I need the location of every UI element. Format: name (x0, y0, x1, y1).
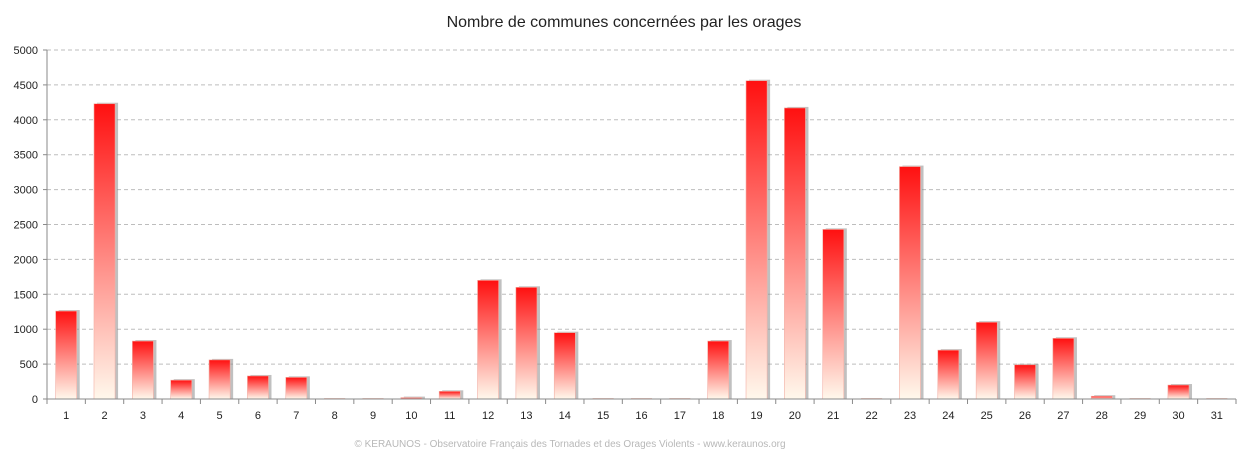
y-tick-label: 5000 (14, 45, 38, 57)
bar-fill (553, 332, 576, 400)
x-tick-label: 2 (101, 410, 107, 422)
bar-fill (1014, 364, 1036, 400)
bar (170, 379, 195, 400)
y-tick-label: 2000 (14, 254, 38, 266)
bar (93, 102, 119, 400)
bar-fill (975, 321, 998, 400)
x-tick-label: 5 (217, 410, 223, 422)
x-tick-label: 22 (866, 410, 878, 422)
y-tick-label: 3500 (14, 150, 38, 162)
bar (247, 374, 272, 400)
y-tick-labels: 0 500 1000 1500 2000 2500 3000 3500 4000 4500 5000 (14, 45, 38, 406)
bar (745, 79, 771, 400)
bar-fill (285, 377, 308, 400)
x-tick-label: 14 (559, 410, 571, 422)
bar (515, 286, 540, 400)
bar-fill (707, 340, 730, 400)
bar-fill (937, 349, 960, 400)
x-tick-label: 29 (1134, 410, 1146, 422)
bar-fill (170, 379, 193, 400)
x-tick-label: 30 (1172, 410, 1184, 422)
bar (553, 331, 579, 400)
bar (132, 340, 157, 400)
x-tick-labels: 1 2 3 4 5 6 7 8 9 10 11 12 13 14 15 16 17 18 19 20 21 22 23 24 2… (63, 410, 1223, 422)
x-tick-label: 17 (674, 410, 686, 422)
bar (975, 321, 1001, 400)
y-tick-label: 3000 (14, 185, 38, 197)
bar-fill (1167, 384, 1190, 400)
bar (822, 228, 847, 400)
x-tick-label: 25 (981, 410, 993, 422)
y-tick-label: 4500 (14, 80, 38, 92)
bar (208, 358, 234, 400)
x-tick-label: 3 (140, 410, 146, 422)
y-tick-label: 1000 (14, 324, 38, 336)
x-tick-label: 15 (597, 410, 609, 422)
bar (1167, 384, 1193, 400)
x-tick-label: 20 (789, 410, 801, 422)
bar-fill (822, 229, 845, 400)
x-tick-label: 24 (942, 410, 954, 422)
bar (285, 376, 310, 400)
bar-fill (1052, 337, 1075, 400)
x-tick-label: 7 (293, 410, 299, 422)
x-tick-label: 9 (370, 410, 376, 422)
bar-fill (438, 391, 461, 400)
bar (937, 349, 962, 400)
x-tick-label: 26 (1019, 410, 1031, 422)
bar (1052, 337, 1077, 400)
y-tick-label: 0 (32, 394, 38, 406)
bar (899, 165, 924, 400)
bar-fill (477, 280, 499, 400)
bar-fill (55, 310, 78, 400)
bar-fill (745, 80, 768, 400)
x-tick-label: 21 (827, 410, 839, 422)
bar (477, 279, 502, 400)
x-tick-label: 1 (63, 410, 69, 422)
y-tick-label: 4000 (14, 115, 38, 127)
grid-lines (47, 49, 1236, 365)
copyright-footer: © KERAUNOS - Observatoire Français des T… (354, 439, 785, 450)
bar (707, 340, 732, 400)
bar-fill (93, 103, 116, 400)
bar-fill (899, 166, 921, 400)
bar-fill (784, 107, 806, 400)
bar-fill (208, 359, 231, 400)
x-tick-label: 11 (444, 410, 455, 422)
x-tick-label: 8 (332, 410, 338, 422)
y-tick-label: 2500 (14, 220, 38, 232)
chart-title: Nombre de communes concernées par les or… (447, 14, 802, 31)
x-tick-label: 23 (904, 410, 916, 422)
x-tick-label: 27 (1057, 410, 1069, 422)
bar (438, 390, 464, 400)
x-tick-label: 28 (1096, 410, 1108, 422)
bar-fill (247, 375, 269, 400)
y-tick-label: 500 (20, 359, 38, 371)
x-tick-label: 13 (520, 410, 532, 422)
bar-fill (132, 340, 154, 400)
x-tick-label: 12 (482, 410, 494, 422)
bars (55, 79, 1228, 400)
x-tick-label: 16 (635, 410, 647, 422)
axes (43, 49, 1237, 404)
y-tick-label: 1500 (14, 289, 38, 301)
x-tick-label: 6 (255, 410, 261, 422)
bar (55, 310, 80, 400)
x-tick-label: 18 (712, 410, 724, 422)
x-tick-label: 4 (178, 410, 184, 422)
bar (784, 106, 809, 400)
x-tick-label: 31 (1211, 410, 1223, 422)
bar (1014, 363, 1039, 400)
x-tick-label: 10 (405, 410, 417, 422)
bar-fill (515, 287, 538, 400)
bar (1090, 395, 1116, 400)
x-tick-label: 19 (750, 410, 762, 422)
